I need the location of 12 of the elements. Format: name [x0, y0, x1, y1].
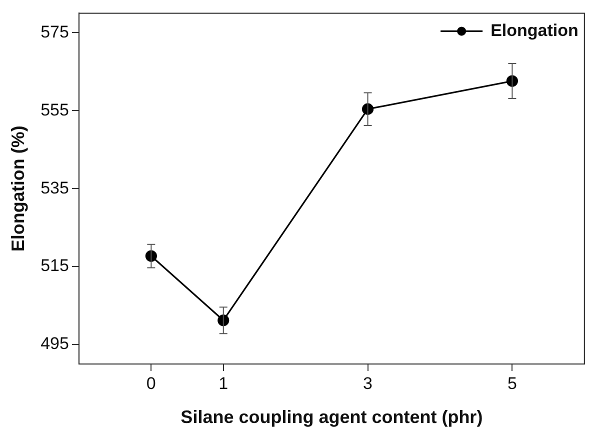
y-tick-label: 555	[40, 100, 69, 120]
legend-label: Elongation	[490, 20, 578, 40]
y-tick-label: 575	[40, 22, 69, 42]
x-tick-label: 5	[507, 374, 517, 393]
y-tick-label: 495	[40, 334, 69, 354]
x-tick-label: 1	[218, 374, 228, 393]
y-axis-title: Elongation (%)	[8, 126, 28, 252]
y-tick-label: 515	[40, 256, 69, 276]
x-tick-label: 0	[146, 374, 156, 393]
y-tick-label: 535	[40, 178, 69, 198]
x-axis-title: Silane coupling agent content (phr)	[180, 407, 483, 428]
x-tick-label: 3	[363, 374, 373, 393]
